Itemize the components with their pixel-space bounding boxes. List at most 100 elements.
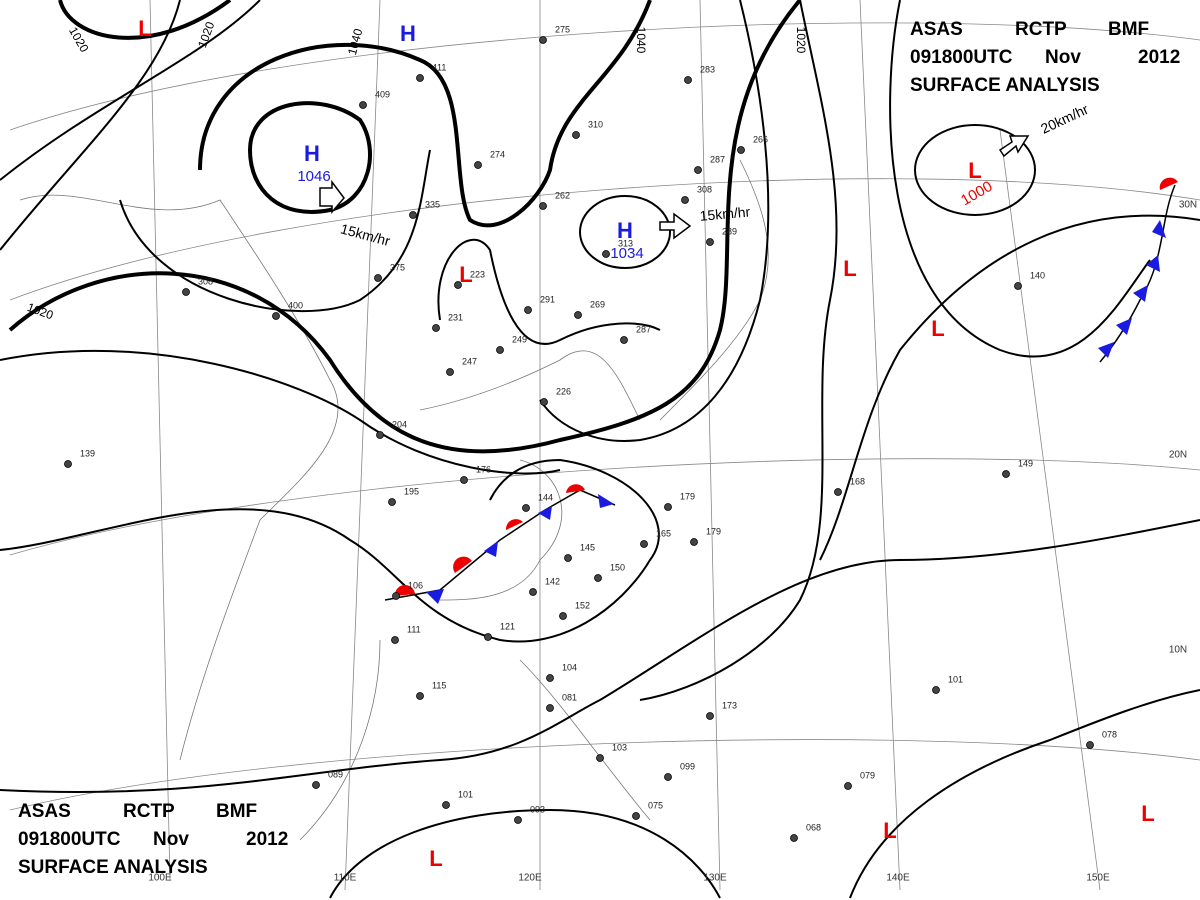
station-pressure: 075 <box>648 800 663 810</box>
agency: ASAS <box>18 801 71 822</box>
product: SURFACE ANALYSIS <box>18 857 208 878</box>
center-symbol: L <box>968 158 981 183</box>
center-pressure: 1046 <box>297 168 330 185</box>
station-marker <box>1086 741 1094 749</box>
station-marker <box>664 503 672 511</box>
station-marker <box>684 76 692 84</box>
station-marker <box>392 592 400 600</box>
station-pressure: 400 <box>288 300 303 310</box>
station-pressure: 266 <box>753 134 768 144</box>
station-pressure: 139 <box>80 448 95 458</box>
station-pressure: 168 <box>850 476 865 486</box>
station-pressure: 103 <box>612 742 627 752</box>
center-symbol: L <box>459 262 472 287</box>
station-pressure: 247 <box>462 356 477 366</box>
longitude-label: 150E <box>1086 873 1110 884</box>
station-marker <box>376 431 384 439</box>
station-marker <box>572 131 580 139</box>
station-pressure: 269 <box>590 299 605 309</box>
station-marker <box>737 146 745 154</box>
station-marker <box>474 161 482 169</box>
code: BMF <box>216 801 257 822</box>
station-marker <box>529 588 537 596</box>
station-pressure: 308 <box>198 276 213 286</box>
station-pressure: 176 <box>476 464 491 474</box>
latitude-label: 30N <box>1179 200 1197 211</box>
station-pressure: 101 <box>458 789 473 799</box>
station-pressure: 335 <box>425 199 440 209</box>
station: RCTP <box>1015 19 1067 40</box>
station-marker <box>64 460 72 468</box>
station-pressure: 068 <box>806 822 821 832</box>
center-symbol: L <box>931 316 944 341</box>
station-pressure: 149 <box>1018 458 1033 468</box>
latitude-label: 20N <box>1169 450 1187 461</box>
station-pressure: 195 <box>404 486 419 496</box>
station-pressure: 409 <box>375 89 390 99</box>
station-marker <box>932 686 940 694</box>
station-pressure: 144 <box>538 492 553 502</box>
station-marker <box>1014 282 1022 290</box>
station-marker <box>484 633 492 641</box>
station-pressure: 308 <box>697 184 712 194</box>
station-pressure: 411 <box>432 62 446 72</box>
station-pressure: 287 <box>636 324 651 334</box>
month: Nov <box>153 829 189 850</box>
station-marker <box>596 754 604 762</box>
station-pressure: 283 <box>700 64 715 74</box>
station-marker <box>272 312 280 320</box>
coastline <box>19 159 769 841</box>
station-marker <box>632 812 640 820</box>
station-pressure: 173 <box>722 700 737 710</box>
station-marker <box>496 346 504 354</box>
center-symbol: H <box>617 218 633 243</box>
station-marker <box>640 540 648 548</box>
product: SURFACE ANALYSIS <box>910 75 1100 96</box>
latitude-label: 10N <box>1169 645 1187 656</box>
header-bottom: ASAS RCTP BMF 091800UTC Nov 2012 SURFACE… <box>18 801 288 878</box>
station-marker <box>574 311 582 319</box>
center-symbol: L <box>1141 801 1154 826</box>
station-marker <box>706 712 714 720</box>
station-pressure: 111 <box>407 624 421 634</box>
station-marker <box>514 816 522 824</box>
station-marker <box>182 288 190 296</box>
station-pressure: 079 <box>860 770 875 780</box>
station-marker <box>602 250 610 258</box>
station-pressure: 291 <box>540 294 555 304</box>
longitude-label: 140E <box>886 873 910 884</box>
center-symbol: L <box>883 818 896 843</box>
station-marker <box>446 368 454 376</box>
station-marker <box>540 398 548 406</box>
station-marker <box>460 476 468 484</box>
fronts <box>384 177 1178 604</box>
station-pressure: 179 <box>680 491 695 501</box>
station-marker <box>539 36 547 44</box>
longitude-label: 110E <box>334 873 357 884</box>
station-pressure: 375 <box>390 262 405 272</box>
station-marker <box>694 166 702 174</box>
station-marker <box>690 538 698 546</box>
year: 2012 <box>1138 47 1180 68</box>
station-marker <box>546 704 554 712</box>
station-marker <box>844 782 852 790</box>
station-marker <box>834 488 842 496</box>
station-pressure: 078 <box>1102 729 1117 739</box>
station-pressure: 226 <box>556 386 571 396</box>
station-pressure: 121 <box>500 621 515 631</box>
station-marker <box>546 674 554 682</box>
station-marker <box>706 238 714 246</box>
station-pressure: 262 <box>555 190 570 200</box>
time: 091800UTC <box>910 47 1013 68</box>
station-marker <box>1002 470 1010 478</box>
station-pressure: 249 <box>512 334 527 344</box>
station-marker <box>664 773 672 781</box>
station-pressure: 289 <box>722 226 737 236</box>
station-pressure: 093 <box>530 804 545 814</box>
station-pressure: 115 <box>432 680 446 690</box>
center-symbol: H <box>304 141 320 166</box>
station-pressure: 101 <box>948 674 963 684</box>
station-marker <box>432 324 440 332</box>
